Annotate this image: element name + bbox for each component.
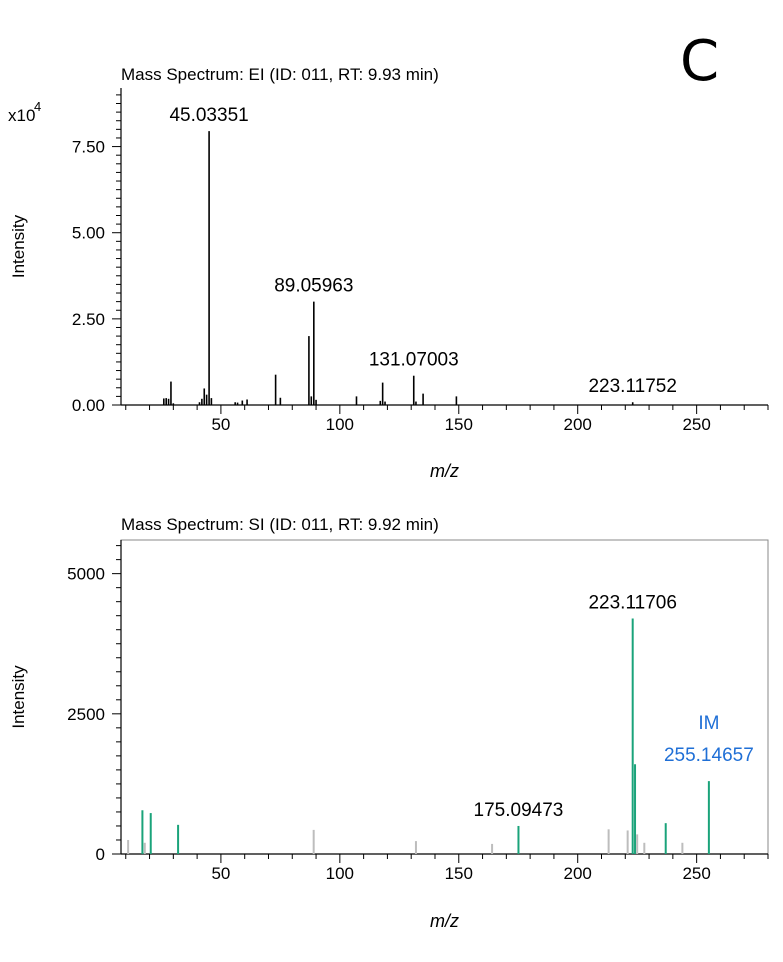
chart1-x-tick-label: 150: [445, 415, 473, 434]
chart1-y-tick-label: 5.00: [72, 224, 105, 243]
chart1-y-tick-label: 7.50: [72, 138, 105, 157]
chart2-plot-frame: [120, 539, 769, 855]
chart2-peak-label: 223.11706: [588, 593, 676, 614]
chart2-y-tick-label: 2500: [67, 705, 105, 724]
chart2-x-tick-label: 50: [211, 864, 230, 883]
chart2-x-tick-label: 100: [326, 864, 354, 883]
panel-label: C: [680, 29, 720, 94]
chart1-peak-label: 223.11752: [588, 376, 676, 397]
chart2-y-tick-label: 5000: [67, 565, 105, 584]
chart2-y-axis-label: Intensity: [9, 665, 28, 729]
chart1-y-tick-label: 0.00: [72, 396, 105, 415]
chart1-y-multiplier: x10: [8, 106, 35, 125]
chart1-x-tick-label: 250: [682, 415, 710, 434]
chart1-x-tick-label: 100: [326, 415, 354, 434]
chart1-peak-label: 89.05963: [274, 276, 353, 297]
chart2-x-tick-label: 150: [445, 864, 473, 883]
chart1-x-tick-label: 200: [564, 415, 592, 434]
chart2-x-tick-label: 250: [682, 864, 710, 883]
chart2-x-axis-label: m/z: [430, 911, 459, 931]
chart1-title: Mass Spectrum: EI (ID: 011, RT: 9.93 min…: [121, 65, 439, 84]
chart1-peak-label: 131.07003: [369, 350, 459, 371]
chart1-x-tick-label: 50: [211, 415, 230, 434]
chart1-y-multiplier-exp: 4: [34, 99, 41, 114]
chart1-peak-label: 45.03351: [169, 105, 248, 126]
chart2-y-tick-label: 0: [96, 845, 105, 864]
chart2-peak-label: IM: [698, 713, 719, 734]
chart2-x-tick-label: 200: [564, 864, 592, 883]
chart1-y-axis-label: Intensity: [9, 214, 28, 278]
chart1-x-axis-label: m/z: [430, 461, 459, 481]
chart2-peak-label: 175.09473: [474, 800, 564, 821]
chart1-y-tick-label: 2.50: [72, 310, 105, 329]
chart2-title: Mass Spectrum: SI (ID: 011, RT: 9.92 min…: [121, 515, 439, 534]
chart2-peak-label: 255.14657: [664, 745, 754, 766]
